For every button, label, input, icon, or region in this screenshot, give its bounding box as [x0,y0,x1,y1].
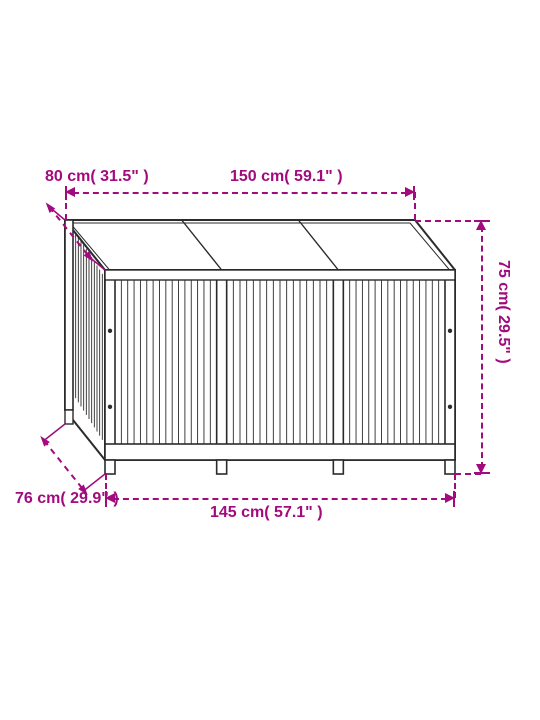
label-height: 75 cm( 29.5" ) [494,260,512,364]
diagram-stage: 80 cm( 31.5" ) 150 cm( 59.1" ) 75 cm( 29… [0,0,540,720]
label-bottom-depth: 76 cm( 29.9" ) [15,490,119,508]
label-top-depth: 80 cm( 31.5" ) [45,168,149,186]
label-bottom-width: 145 cm( 57.1" ) [210,504,323,522]
label-top-width: 150 cm( 59.1" ) [230,168,343,186]
storage-box-drawing [0,0,540,720]
